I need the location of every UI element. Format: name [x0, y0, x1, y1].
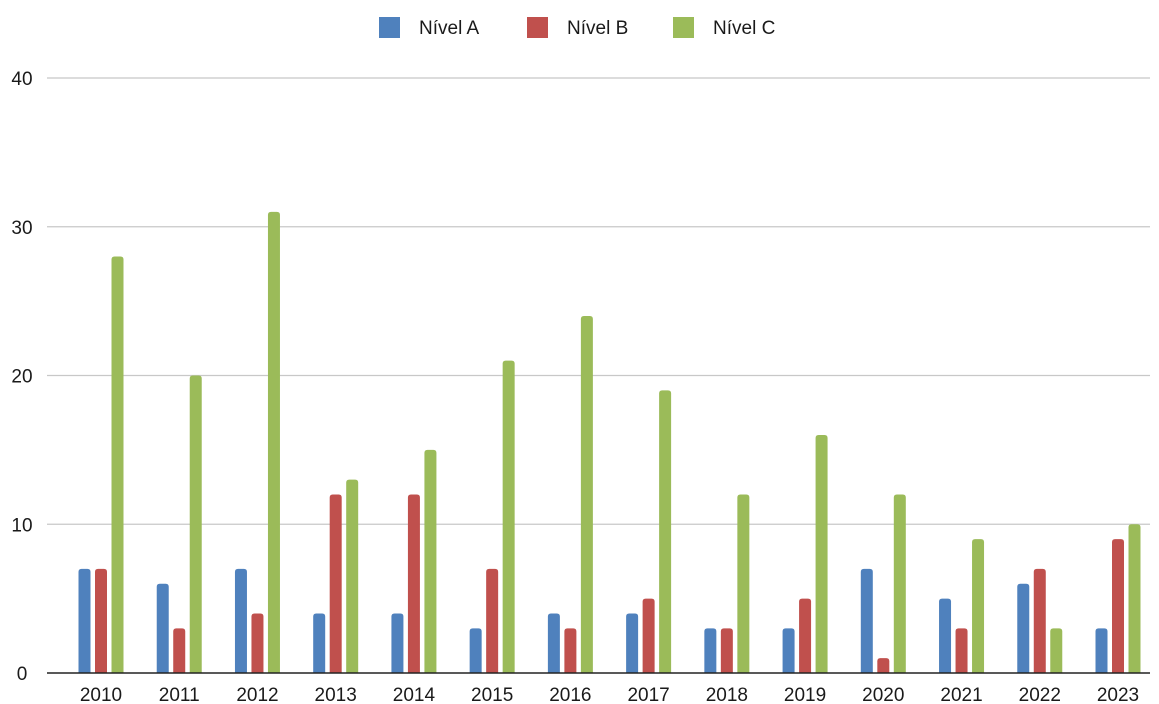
x-tick-label: 2018: [706, 685, 748, 704]
bar-nível-b-2016: [564, 628, 577, 673]
bar-nível-c-2013: [346, 479, 359, 673]
bar-nível-c-2017: [659, 390, 672, 673]
x-tick-label: 2019: [784, 685, 826, 704]
legend-item: Nível B: [527, 17, 628, 39]
x-tick-label: 2015: [471, 685, 513, 704]
bar-nível-b-2020: [877, 658, 890, 673]
y-tick-label: 40: [11, 69, 32, 90]
x-tick-label: 2014: [393, 685, 436, 704]
bar-nível-c-2011: [189, 375, 202, 673]
bar-nível-b-2010: [95, 568, 107, 673]
bar-nível-a-2015: [469, 628, 482, 673]
bar-nível-c-2022: [1050, 628, 1063, 673]
bar-nível-b-2013: [329, 494, 342, 673]
legend-swatch: [673, 17, 694, 38]
bar-nível-a-2022: [1017, 583, 1030, 673]
bar-nível-c-2018: [737, 494, 750, 673]
bar-nível-b-2012: [251, 613, 264, 673]
legend-label: Nível B: [567, 18, 628, 39]
gridlines: [47, 77, 1150, 525]
bar-nível-c-2023: [1128, 524, 1141, 673]
bar-nível-b-2021: [955, 628, 968, 673]
x-axis: 2010 2011 2012 2013 2014 2015 2016 2017 2018 2019…: [47, 672, 1150, 704]
y-axis-ticks: 0 10 20 30 40: [11, 69, 32, 685]
y-tick-label: 0: [17, 664, 28, 685]
legend: Nível A Nível B Nível C: [379, 17, 775, 39]
bar-nível-b-2018: [720, 628, 733, 673]
bar-nível-b-2015: [486, 568, 499, 673]
bar-nível-a-2013: [313, 613, 326, 673]
bar-nível-a-2017: [626, 613, 639, 673]
x-tick-label: 2021: [940, 685, 982, 704]
x-tick-label: 2012: [236, 685, 278, 704]
bar-nível-a-2019: [782, 628, 795, 673]
bar-nível-b-2014: [407, 494, 420, 673]
bar-nível-a-2012: [234, 568, 247, 673]
bar-nível-a-2010: [78, 568, 91, 673]
bar-nível-c-2015: [502, 360, 515, 673]
bar-nível-a-2023: [1095, 628, 1108, 673]
x-tick-label: 2016: [549, 685, 591, 704]
bars: [78, 211, 1141, 673]
x-tick-label: 2017: [627, 685, 669, 704]
legend-swatch: [527, 17, 548, 38]
bar-nível-b-2011: [173, 628, 186, 673]
x-tick-label: 2020: [862, 685, 904, 704]
bar-nível-c-2021: [972, 539, 985, 673]
bar-nível-a-2011: [156, 583, 169, 673]
bar-nível-a-2014: [391, 613, 404, 673]
legend-item: Nível A: [379, 17, 480, 39]
bar-nível-a-2020: [860, 568, 873, 673]
bar-nível-c-2016: [580, 316, 593, 673]
bar-nível-a-2018: [704, 628, 717, 673]
y-tick-label: 20: [11, 367, 32, 388]
bar-nível-c-2010: [111, 256, 124, 673]
legend-swatch: [379, 17, 400, 38]
legend-label: Nível C: [713, 18, 775, 39]
x-tick-label: 2010: [80, 685, 122, 704]
bar-nível-c-2020: [893, 494, 906, 673]
bar-nível-c-2019: [815, 435, 828, 673]
y-tick-label: 10: [11, 515, 32, 536]
bar-nível-b-2022: [1033, 568, 1046, 673]
bar-nível-c-2014: [424, 449, 437, 673]
bar-nível-b-2017: [642, 598, 655, 673]
bar-nível-a-2021: [939, 598, 952, 673]
x-tick-label: 2022: [1019, 685, 1061, 704]
bar-nível-b-2023: [1112, 539, 1124, 673]
legend-label: Nível A: [419, 18, 480, 39]
x-tick-label: 2023: [1097, 685, 1139, 704]
y-tick-label: 30: [11, 218, 32, 239]
bar-nível-b-2019: [799, 598, 812, 673]
x-tick-label: 2013: [315, 685, 357, 704]
x-tick-label: 2011: [159, 685, 200, 704]
bar-nível-c-2012: [267, 211, 280, 673]
bar-nível-a-2016: [547, 613, 560, 673]
legend-item: Nível C: [673, 17, 775, 39]
